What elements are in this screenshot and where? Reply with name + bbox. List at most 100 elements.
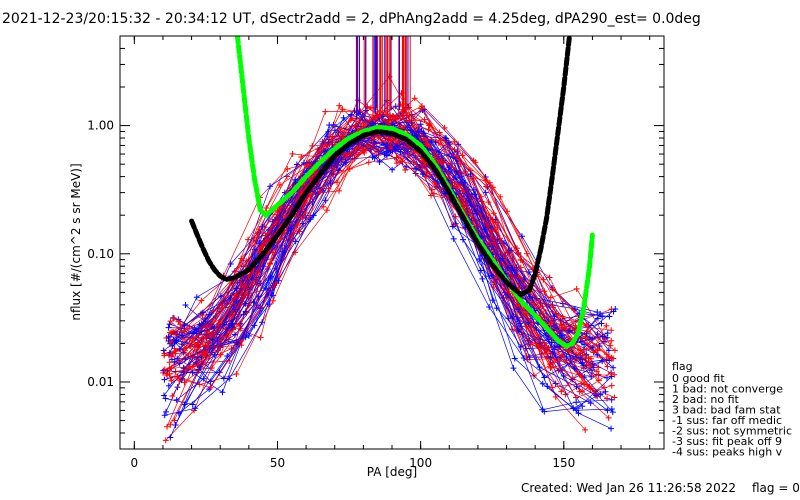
measurement-trace bbox=[167, 109, 593, 372]
data-point-marker bbox=[161, 366, 168, 373]
measurement-trace bbox=[179, 114, 593, 371]
data-point-marker bbox=[511, 355, 518, 362]
plot-area bbox=[160, 36, 619, 444]
data-point-marker bbox=[610, 308, 617, 315]
data-point-marker bbox=[536, 364, 543, 371]
data-point-marker bbox=[219, 389, 226, 396]
data-point-marker bbox=[497, 235, 504, 242]
legend-title: flag bbox=[672, 360, 693, 373]
legend-entry: 0 good fit bbox=[672, 372, 725, 385]
data-point-marker bbox=[421, 159, 428, 166]
data-point-marker bbox=[339, 106, 346, 113]
data-point-marker bbox=[322, 108, 329, 115]
data-point-marker bbox=[411, 95, 418, 102]
data-point-marker bbox=[167, 421, 174, 428]
data-point-marker bbox=[165, 382, 172, 389]
data-point-marker bbox=[179, 332, 186, 339]
measurement-trace bbox=[170, 139, 596, 392]
data-point-marker bbox=[611, 394, 618, 401]
data-point-marker bbox=[605, 347, 612, 354]
data-point-marker bbox=[452, 213, 459, 220]
data-point-marker bbox=[381, 151, 388, 158]
data-point-marker bbox=[269, 249, 276, 256]
data-point-marker bbox=[164, 423, 171, 430]
data-point-marker bbox=[598, 320, 605, 327]
data-point-marker bbox=[245, 332, 252, 339]
data-point-marker bbox=[348, 111, 355, 118]
data-point-marker bbox=[176, 377, 183, 384]
data-point-marker bbox=[305, 162, 312, 169]
data-point-marker bbox=[237, 320, 244, 327]
data-point-marker bbox=[289, 150, 296, 157]
data-point-marker bbox=[224, 352, 231, 359]
data-point-marker bbox=[160, 347, 167, 354]
legend-entry: 1 bad: not converge bbox=[672, 383, 783, 396]
data-point-marker bbox=[162, 437, 169, 444]
data-point-marker bbox=[233, 370, 240, 377]
data-point-marker bbox=[276, 182, 283, 189]
measurement-trace bbox=[180, 144, 605, 338]
data-point-marker bbox=[171, 359, 178, 366]
data-point-marker bbox=[322, 197, 329, 204]
data-point-marker bbox=[514, 301, 521, 308]
data-point-marker bbox=[608, 382, 615, 389]
data-point-marker bbox=[161, 376, 168, 383]
data-point-marker bbox=[457, 160, 464, 167]
data-point-marker bbox=[270, 297, 277, 304]
data-point-marker bbox=[369, 143, 376, 150]
data-point-marker bbox=[523, 250, 530, 257]
data-point-marker bbox=[490, 283, 497, 290]
data-point-marker bbox=[526, 354, 533, 361]
data-point-marker bbox=[389, 166, 396, 173]
data-point-marker bbox=[425, 142, 432, 149]
data-point-marker bbox=[171, 417, 178, 424]
data-point-marker bbox=[605, 414, 612, 421]
data-point-marker bbox=[604, 334, 611, 341]
data-point-marker bbox=[608, 425, 615, 432]
data-point-marker bbox=[540, 276, 547, 283]
data-point-marker bbox=[198, 297, 205, 304]
data-point-marker bbox=[260, 263, 267, 270]
data-point-marker bbox=[611, 371, 618, 378]
data-point-marker bbox=[200, 349, 207, 356]
data-point-marker bbox=[421, 116, 428, 123]
data-point-marker bbox=[420, 130, 427, 137]
data-point-marker bbox=[197, 363, 204, 370]
data-point-marker bbox=[525, 268, 532, 275]
data-point-marker bbox=[167, 339, 174, 346]
data-point-marker bbox=[438, 158, 445, 165]
data-point-marker bbox=[238, 342, 245, 349]
data-point-marker bbox=[549, 286, 556, 293]
data-point-marker bbox=[479, 275, 486, 282]
legend-entry: 3 bad: bad fam stat bbox=[672, 404, 781, 417]
data-point-marker bbox=[330, 166, 337, 173]
data-point-marker bbox=[472, 191, 479, 198]
peak-marker-lines bbox=[355, 36, 411, 121]
data-point-marker bbox=[594, 331, 601, 338]
data-point-marker bbox=[566, 328, 573, 335]
data-point-marker bbox=[451, 138, 458, 145]
data-point-marker bbox=[298, 153, 305, 160]
data-point-marker bbox=[441, 124, 448, 131]
data-point-marker bbox=[505, 315, 512, 322]
data-point-marker bbox=[376, 159, 383, 166]
data-point-marker bbox=[610, 355, 617, 362]
data-point-marker bbox=[547, 294, 554, 301]
data-point-marker bbox=[609, 409, 616, 416]
data-point-marker bbox=[547, 363, 554, 370]
data-point-marker bbox=[192, 405, 199, 412]
data-point-marker bbox=[486, 304, 493, 311]
data-point-marker bbox=[162, 395, 169, 402]
data-point-marker bbox=[526, 293, 533, 300]
data-point-marker bbox=[419, 103, 426, 110]
data-point-marker bbox=[579, 352, 586, 359]
x-tick-label: 150 bbox=[552, 456, 575, 470]
data-point-marker bbox=[499, 255, 506, 262]
data-point-marker bbox=[588, 373, 595, 380]
data-point-marker bbox=[550, 359, 557, 366]
data-point-marker bbox=[558, 353, 565, 360]
data-point-marker bbox=[329, 134, 336, 141]
data-point-marker bbox=[161, 352, 168, 359]
data-point-marker bbox=[517, 343, 524, 350]
data-point-marker bbox=[211, 325, 218, 332]
